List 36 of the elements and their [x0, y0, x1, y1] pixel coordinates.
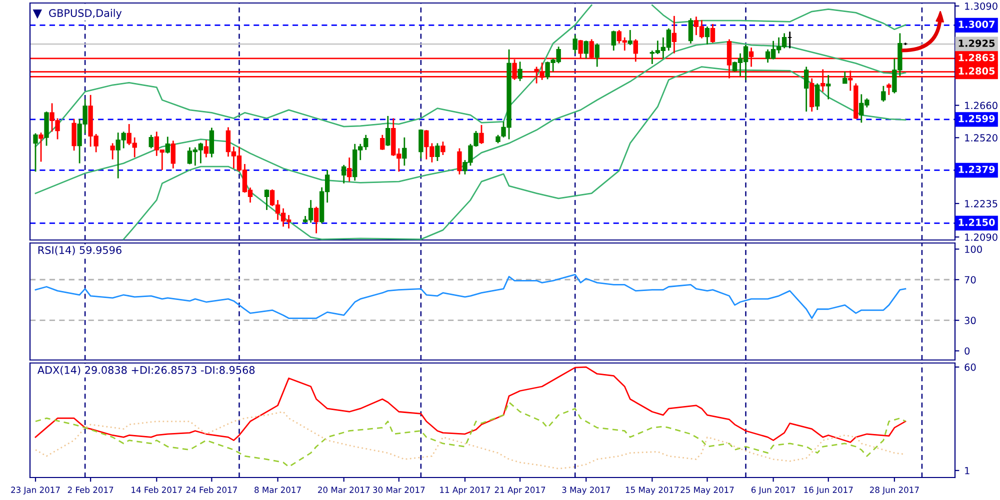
x-tick-label: 6 Jun 2017: [751, 486, 796, 495]
y-tick-label: 1.2520: [965, 134, 998, 142]
x-tick-label: 3 May 2017: [562, 486, 610, 495]
x-tick-label: 15 May 2017: [626, 486, 679, 495]
y-tick-label: 70: [964, 276, 976, 284]
y-tick-label: 100: [965, 246, 982, 253]
x-tick-label: 25 May 2017: [680, 486, 734, 495]
x-tick-label: 30 Mar 2017: [373, 486, 425, 493]
x-tick-label: 14 Feb 2017: [132, 486, 182, 493]
x-tick-label: 20 Mar 2017: [318, 486, 370, 493]
y-tick-label: 1.2235: [965, 200, 998, 208]
y-tick-label: 1: [965, 467, 970, 474]
x-tick-label: 16 Jun 2017: [804, 486, 853, 495]
ref-line-label: 1.2925: [958, 40, 995, 47]
x-tick-label: 28 Jun 2017: [870, 486, 919, 495]
text: GBPUSD,Daily: [49, 8, 122, 20]
y-tick-label: 60: [964, 364, 976, 371]
ref-line-label: 1.2379: [958, 166, 995, 174]
x-tick-label: 11 Apr 2017: [440, 486, 490, 495]
chart-title: ADX(14) 29.0838 +DI:26.8573 -DI:8.9568: [37, 366, 255, 376]
y-tick-label: 1.2090: [965, 233, 998, 241]
chart-title: RSI(14) 59.9596: [38, 246, 122, 256]
y-tick-label: 30: [964, 316, 976, 324]
ref-line-label: 1.2150: [958, 218, 995, 226]
ref-line-label: 1.2863: [958, 54, 995, 62]
x-tick-label: 8 Mar 2017: [254, 486, 301, 493]
ref-line-label: 1.3007: [958, 20, 995, 28]
x-tick-label: 24 Feb 2017: [186, 486, 237, 493]
x-tick-label: 23 Jan 2017: [11, 486, 60, 495]
ref-line-label: 1.2599: [958, 114, 995, 122]
ref-line-label: 1.2805: [958, 67, 995, 75]
y-tick-label: 1.3090: [965, 2, 998, 10]
y-tick-label: 1.2660: [965, 102, 998, 110]
x-tick-label: 2 Feb 2017: [68, 486, 114, 493]
x-tick-label: 21 Apr 2017: [494, 486, 546, 495]
y-tick-label: 0: [964, 347, 970, 355]
